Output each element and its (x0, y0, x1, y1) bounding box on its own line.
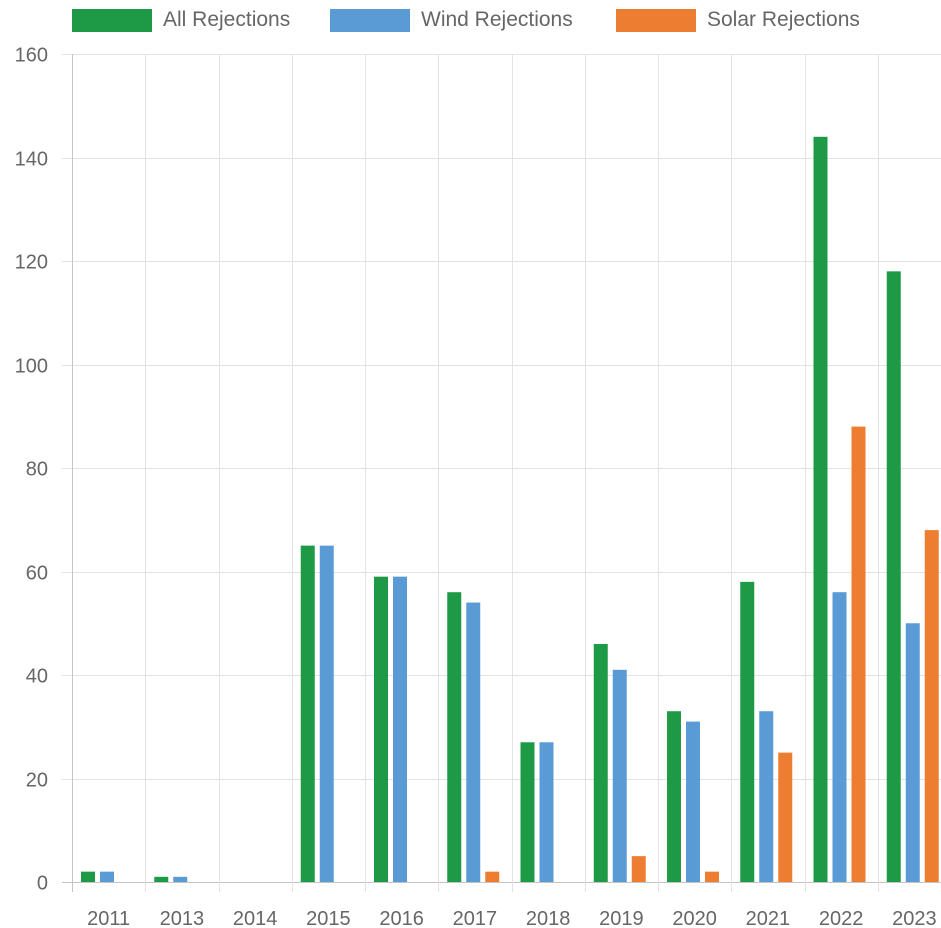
x-tick-label: 2022 (819, 908, 864, 928)
x-tick-label: 2013 (160, 908, 205, 928)
bar-wind-2011 (100, 871, 114, 882)
bar-wind-2022 (832, 592, 847, 882)
bar-wind-2017 (466, 602, 481, 882)
legend-swatch-wind (330, 8, 410, 32)
x-tick-label: 2019 (599, 908, 644, 928)
bar-wind-2016 (393, 576, 407, 882)
bar-solar-2017 (485, 871, 500, 882)
legend-item-all-rejections[interactable]: All Rejections (72, 8, 290, 32)
y-tick-label: 60 (26, 563, 48, 585)
legend-label-wind: Wind Rejections (421, 8, 573, 31)
legend-item-solar-rejections[interactable]: Solar Rejections (616, 8, 860, 32)
bar-wind-2019 (612, 669, 627, 882)
bar-all-2019 (593, 643, 608, 882)
y-tick-label: 0 (37, 873, 48, 895)
grid-lines (62, 54, 941, 892)
legend-label-all: All Rejections (163, 8, 291, 31)
bar-wind-2013 (173, 876, 188, 882)
x-tick-label: 2015 (306, 908, 351, 928)
x-tick-label: 2014 (233, 908, 278, 928)
y-tick-label: 100 (15, 356, 48, 378)
bar-solar-2023 (924, 530, 939, 882)
x-tick-label: 2020 (672, 908, 717, 928)
bar-all-2013 (154, 876, 169, 882)
bar-all-2021 (740, 581, 755, 882)
x-tick-label: 2023 (892, 908, 937, 928)
legend-swatch-all (72, 8, 152, 32)
x-tick-label: 2016 (379, 908, 424, 928)
bar-wind-2015 (319, 545, 334, 882)
bar-all-2020 (667, 711, 681, 882)
y-tick-label: 20 (26, 770, 48, 792)
bar-all-2015 (300, 545, 315, 882)
bar-wind-2018 (539, 742, 554, 882)
bar-all-2017 (447, 592, 462, 882)
x-axis: 2011 2013 2014 2015 2016 2017 2018 2019 2020 2021… (87, 908, 937, 928)
bar-wind-2023 (905, 623, 920, 882)
y-tick-label: 160 (15, 45, 48, 67)
x-tick-label: 2018 (526, 908, 571, 928)
bar-wind-2021 (759, 711, 774, 882)
bar-all-2018 (520, 742, 535, 882)
bar-solar-2020 (705, 871, 719, 882)
bar-all-2023 (886, 271, 901, 883)
bar-solar-2019 (631, 856, 646, 882)
bar-all-2011 (81, 871, 95, 882)
bar-all-2022 (813, 136, 828, 883)
bar-solar-2021 (778, 752, 793, 882)
legend: All Rejections Wind Rejections Solar Rej… (0, 0, 941, 40)
bars (81, 136, 939, 883)
x-tick-label: 2021 (746, 908, 791, 928)
legend-swatch-solar (616, 8, 696, 32)
y-tick-label: 120 (15, 252, 48, 274)
y-axis: 0 20 40 60 80 100 120 140 160 (15, 45, 48, 895)
x-tick-label: 2011 (87, 908, 130, 928)
y-tick-label: 140 (15, 149, 48, 171)
bar-all-2016 (374, 576, 388, 882)
y-tick-label: 80 (26, 459, 48, 481)
legend-item-wind-rejections[interactable]: Wind Rejections (330, 8, 573, 32)
bar-solar-2022 (851, 426, 866, 882)
x-tick-label: 2017 (453, 908, 498, 928)
bar-wind-2020 (686, 721, 700, 882)
y-tick-label: 40 (26, 666, 48, 688)
legend-label-solar: Solar Rejections (707, 8, 860, 31)
